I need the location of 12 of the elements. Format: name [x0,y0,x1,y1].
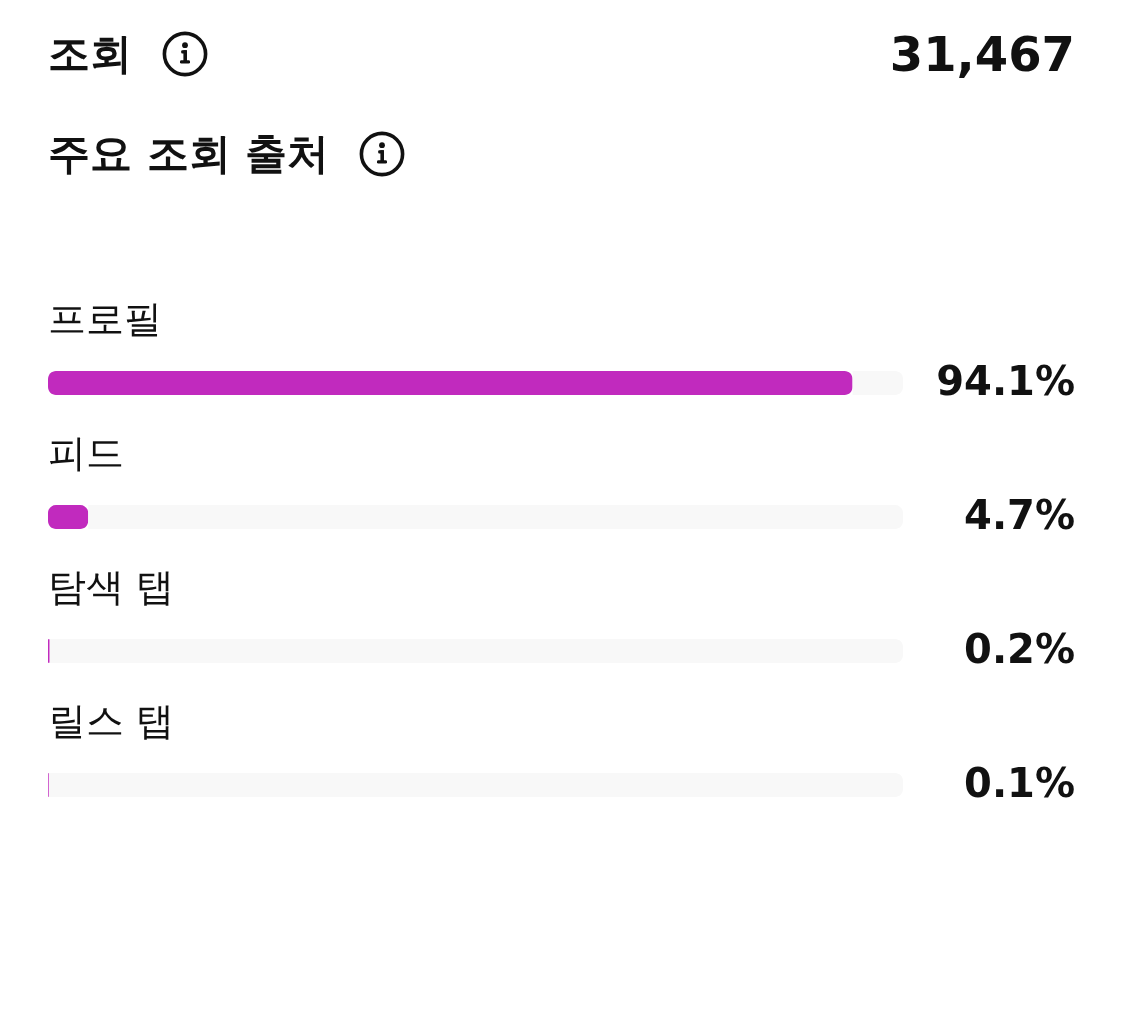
y-tick-label: 릴스 탭 [48,699,175,743]
data-label: 94.1% [936,358,1075,404]
y-tick-label: 피드 [48,431,124,475]
y-tick-label: 탐색 탭 [48,565,175,609]
chart-title: 주요 조회 출처 [48,129,330,178]
text: 31,467 [889,26,1075,82]
data-label: 4.7% [964,492,1075,538]
data-label: 0.2% [964,626,1075,672]
y-tick-label: 프로필 [48,297,162,341]
data-label: 0.1% [964,760,1075,806]
text: 조회 [48,29,132,78]
bar [48,505,89,529]
